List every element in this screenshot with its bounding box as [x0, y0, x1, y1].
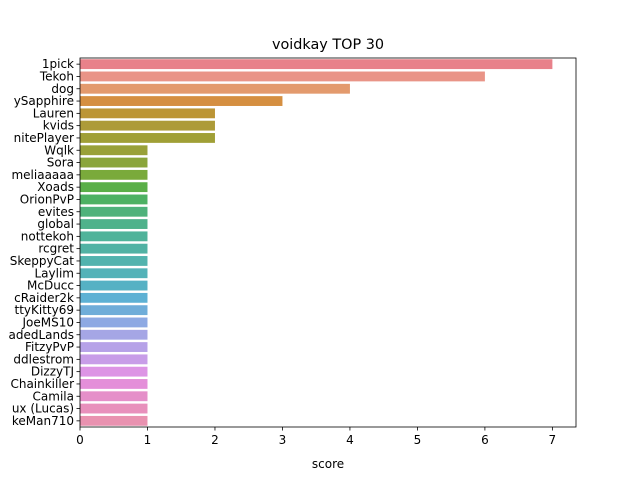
- x-tick-label: 2: [211, 433, 219, 447]
- bar-27: [80, 391, 148, 402]
- bar-2: [80, 83, 350, 94]
- bar-18: [80, 280, 148, 291]
- category-label: Chainkiller: [10, 377, 74, 391]
- x-tick-label: 3: [279, 433, 287, 447]
- chart-title: voidkay TOP 30: [272, 37, 384, 53]
- bar-13: [80, 219, 148, 229]
- category-label: 1pick: [42, 57, 74, 71]
- category-label: ySapphire: [14, 94, 74, 108]
- category-label: ux (Lucas): [12, 402, 74, 416]
- bar-4: [80, 108, 215, 119]
- bar-15: [80, 243, 148, 254]
- bar-21: [80, 317, 148, 328]
- bar-0: [80, 59, 553, 70]
- axes-frame: [79, 57, 577, 428]
- bar-26: [80, 379, 148, 389]
- bar-29: [80, 415, 148, 426]
- category-label: Lauren: [33, 106, 74, 120]
- bar-23: [80, 342, 148, 352]
- bar-16: [80, 256, 148, 266]
- category-label: nitePlayer: [14, 131, 74, 145]
- category-label: keMan710: [12, 414, 74, 428]
- bar-19: [80, 292, 148, 303]
- category-label: dog: [51, 82, 74, 96]
- category-label: meliaaaaa: [11, 168, 74, 182]
- bar-9: [80, 169, 148, 180]
- bar-11: [80, 194, 148, 205]
- x-tick-label: 6: [481, 433, 489, 447]
- bar-12: [80, 206, 148, 217]
- category-label: FitzyPvP: [25, 340, 74, 354]
- bar-3: [80, 96, 283, 106]
- plot-frame: [79, 57, 577, 428]
- category-label: nottekoh: [21, 229, 74, 243]
- category-label: Camila: [33, 389, 74, 403]
- category-label: global: [37, 217, 74, 231]
- category-label: SkeppyCat: [10, 254, 75, 268]
- category-label: McDucc: [27, 279, 74, 293]
- category-label: Tekoh: [39, 69, 74, 83]
- x-axis-label: score: [312, 457, 344, 471]
- bar-5: [80, 120, 215, 131]
- bars-group: [80, 59, 553, 426]
- x-tick-label: 7: [549, 433, 557, 447]
- category-labels: 1pickTekohdogySapphireLaurenkvidsnitePla…: [9, 57, 80, 428]
- bar-22: [80, 329, 148, 340]
- bar-7: [80, 145, 148, 156]
- bar-20: [80, 305, 148, 316]
- bar-17: [80, 268, 148, 279]
- x-tick-label: 4: [346, 433, 354, 447]
- bar-8: [80, 157, 148, 168]
- category-label: OrionPvP: [20, 192, 74, 206]
- bar-14: [80, 231, 148, 242]
- category-label: evites: [38, 205, 74, 219]
- bar-25: [80, 366, 148, 377]
- category-label: ttyKitty69: [15, 303, 75, 317]
- bar-6: [80, 133, 215, 143]
- category-label: Sora: [47, 156, 74, 170]
- category-label: Wqlk: [44, 143, 74, 157]
- bar-24: [80, 354, 148, 365]
- category-label: DizzyTJ: [31, 365, 74, 379]
- category-label: adedLands: [9, 328, 74, 342]
- bar-10: [80, 182, 148, 193]
- category-label: cRaider2k: [14, 291, 74, 305]
- category-label: rcgret: [38, 242, 74, 256]
- category-label: JoeMS10: [21, 315, 74, 329]
- category-label: ddlestrom: [13, 352, 74, 366]
- category-label: Xoads: [37, 180, 74, 194]
- x-tick-label: 5: [414, 433, 422, 447]
- x-axis-ticks: 0 1 2 3 4 5 6 7: [76, 427, 556, 447]
- bar-28: [80, 403, 148, 414]
- bar-1: [80, 71, 485, 82]
- category-label: Laylim: [35, 266, 75, 280]
- x-tick-label: 0: [76, 433, 84, 447]
- category-label: kvids: [43, 119, 74, 133]
- x-tick-label: 1: [144, 433, 152, 447]
